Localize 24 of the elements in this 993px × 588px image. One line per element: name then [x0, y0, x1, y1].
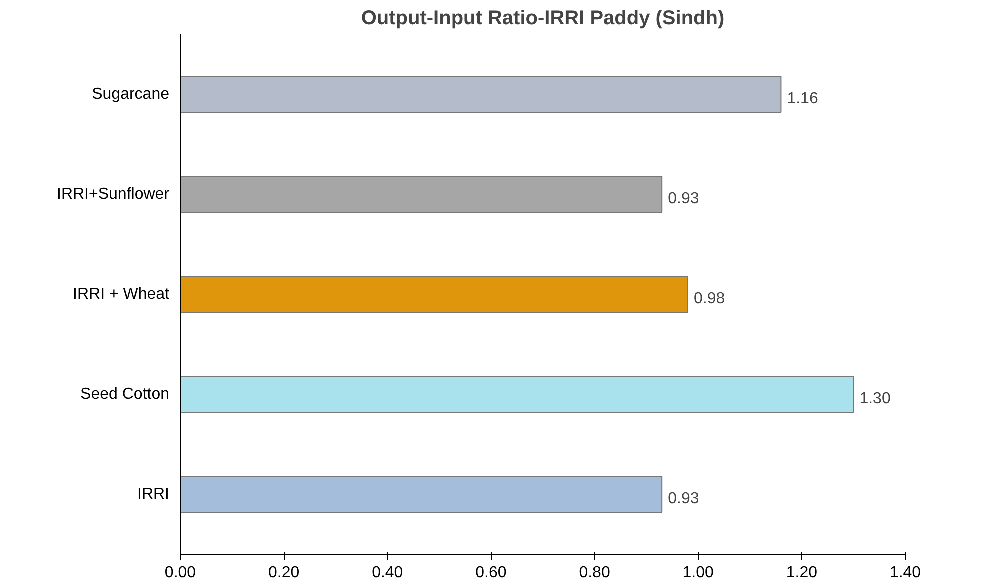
- x-tick-label: 1.40: [890, 564, 922, 582]
- x-tick-label: 0.40: [372, 564, 404, 582]
- x-tick-label: 1.20: [786, 564, 818, 582]
- bar: [180, 376, 854, 413]
- y-tick-label: Sugarcane: [92, 86, 170, 103]
- bar: [180, 276, 688, 313]
- x-tick-label: 0.20: [268, 564, 300, 582]
- chart-title: Output-Input Ratio-IRRI Paddy (Sindh): [361, 8, 725, 30]
- bar: [180, 176, 663, 213]
- y-tick-label: IRRI + Wheat: [73, 286, 170, 303]
- data-label: 1.30: [860, 390, 891, 408]
- x-tick-label: 0.60: [476, 564, 507, 582]
- x-tick-label: 1.00: [682, 564, 714, 582]
- data-label: 0.98: [694, 290, 726, 308]
- data-label: 0.93: [668, 490, 700, 508]
- y-tick-label: Seed Cotton: [80, 386, 170, 403]
- y-tick-label: IRRI: [138, 486, 170, 503]
- x-tick-label: 0.00: [164, 564, 196, 582]
- data-label: 1.16: [787, 90, 818, 108]
- bar: [180, 476, 663, 513]
- bar: [180, 76, 782, 113]
- x-tick-label: 0.80: [579, 564, 610, 582]
- data-label: 0.93: [668, 190, 700, 208]
- y-tick-label: IRRI+Sunflower: [57, 186, 170, 203]
